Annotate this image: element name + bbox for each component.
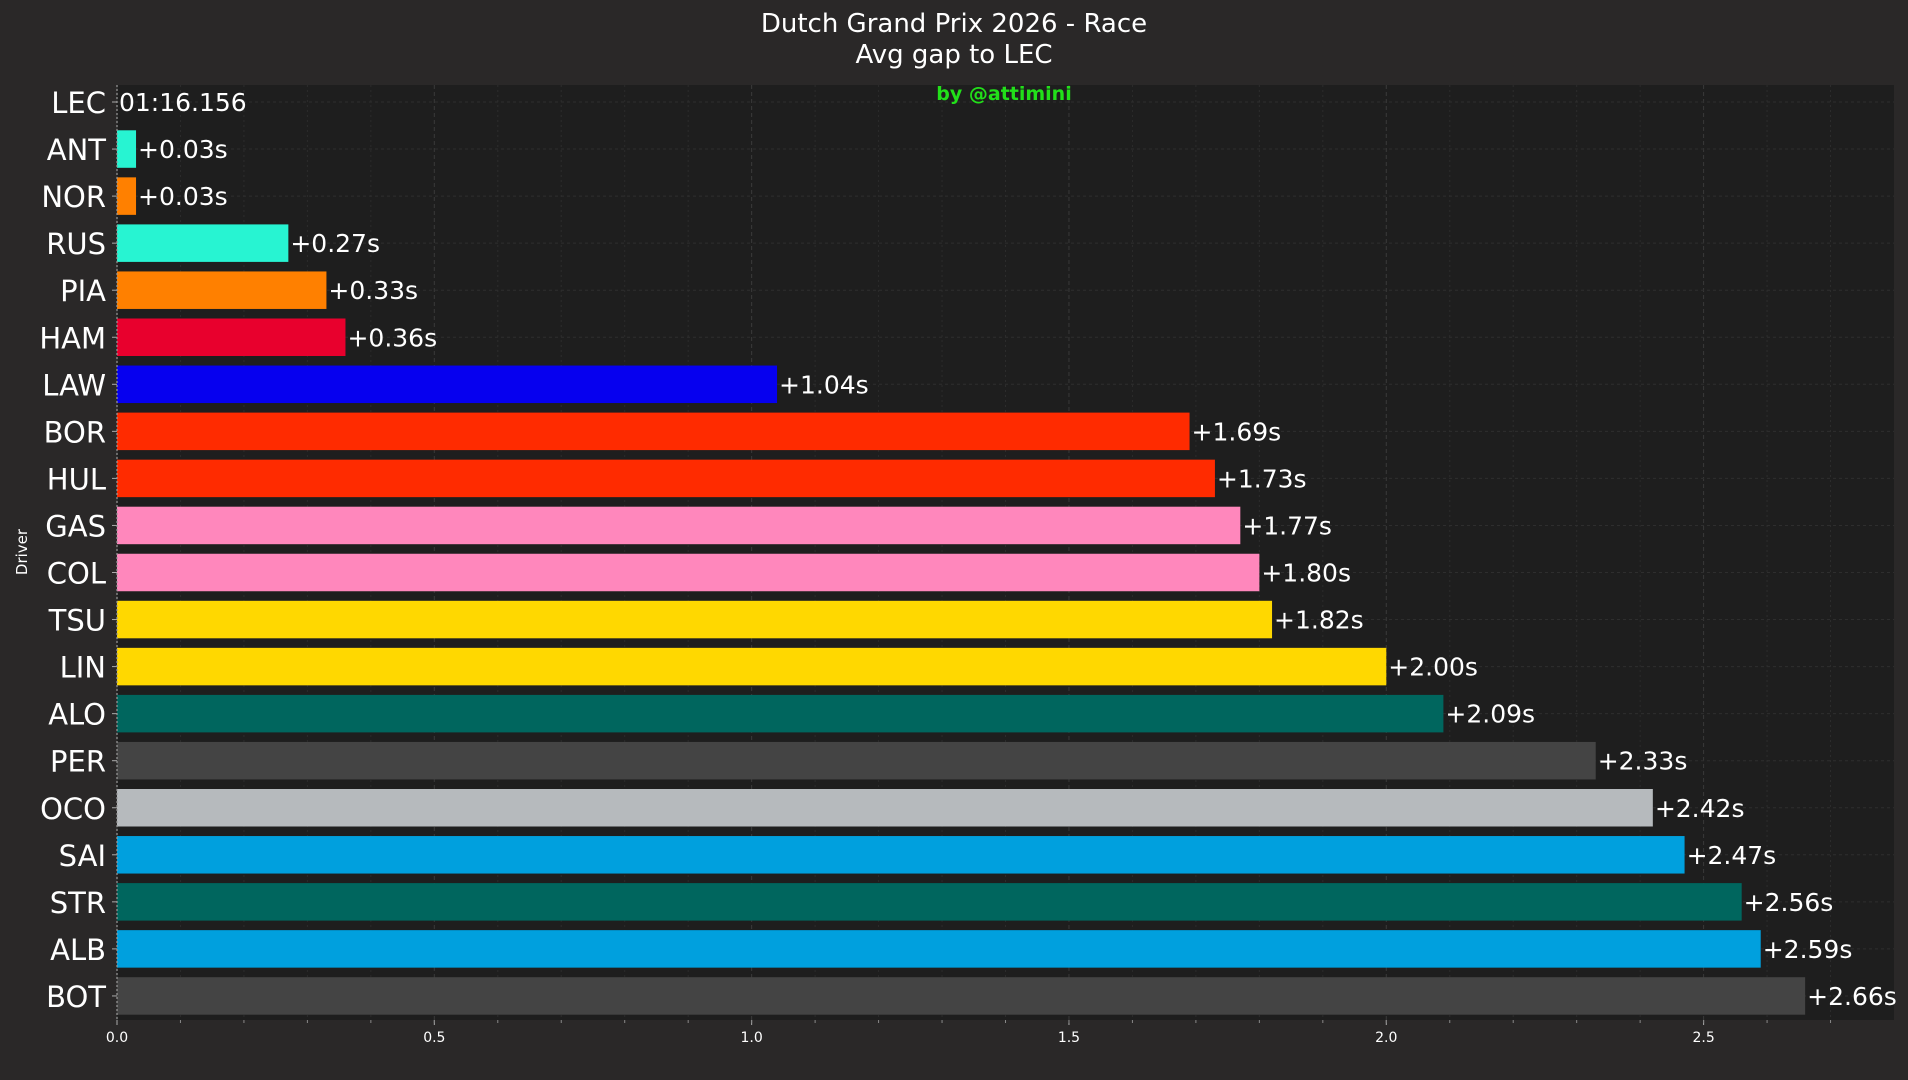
bar-nor [117,177,137,215]
bar-value-label: +2.56s [1744,888,1834,917]
y-tick-label: TSU [48,604,106,638]
bar-col [117,553,1260,592]
bar-lin [117,647,1387,686]
y-tick-label: OCO [40,792,106,826]
y-tick-label: PIA [60,274,106,308]
bar-value-label: +1.69s [1192,417,1282,446]
bar-value-label: +2.09s [1445,700,1535,729]
bar-value-label: +0.36s [347,323,437,352]
bar-value-label: +2.00s [1388,653,1478,682]
y-tick-label: HUL [47,462,106,496]
bar-str [117,883,1742,921]
y-axis-label: Driver [13,528,31,576]
y-tick-label: NOR [41,180,106,214]
bar-value-label: +1.77s [1242,511,1332,540]
bar-value-label: +0.33s [328,276,418,305]
watermark-credit: by @attimini [936,83,1072,105]
bar-value-label: +1.73s [1217,464,1307,493]
bar-gas [117,506,1241,545]
y-tick-label: HAM [39,321,106,355]
x-tick-label: 2.0 [1375,1030,1397,1046]
y-tick-label: LEC [51,86,106,120]
bar-value-label: +2.33s [1598,747,1688,776]
bar-sai [117,836,1685,874]
bar-alb [117,930,1761,968]
y-tick-label: STR [50,886,106,920]
y-tick-label: LIN [60,651,106,685]
x-tick-label: 0.5 [423,1030,445,1046]
bar-value-label: 01:16.156 [119,88,247,117]
bar-pia [117,271,327,309]
bar-value-label: +1.80s [1261,559,1351,588]
bar-value-label: +0.03s [138,135,228,164]
chart-subtitle: Avg gap to LEC [855,40,1053,70]
y-tick-label: SAI [59,839,106,873]
bar-alo [117,694,1444,733]
bar-rus [117,224,289,262]
y-tick-label: COL [47,557,106,591]
bar-bot [117,977,1806,1015]
y-tick-label: PER [50,745,106,779]
bar-value-label: +2.47s [1687,841,1777,870]
bar-hul [117,459,1215,498]
bar-value-label: +2.42s [1655,794,1745,823]
y-tick-label: BOT [46,980,106,1014]
bar-value-label: +1.04s [779,370,869,399]
bar-ham [117,318,346,356]
bar-law [117,365,778,404]
bar-tsu [117,600,1273,639]
bar-bor [117,412,1190,451]
bar-ant [117,130,137,168]
bar-value-label: +2.59s [1763,935,1853,964]
bar-value-label: +0.27s [290,229,380,258]
x-tick-label: 1.0 [741,1030,763,1046]
bar-value-label: +1.82s [1274,606,1364,635]
bar-oco [117,789,1653,827]
y-tick-label: ALB [50,933,106,967]
bar-value-label: +0.03s [138,182,228,211]
bar-per [117,741,1596,780]
y-tick-label: ALO [48,698,106,732]
y-tick-label: ANT [47,133,107,167]
y-tick-label: BOR [44,415,106,449]
x-tick-label: 0.0 [106,1030,128,1046]
chart-title: Dutch Grand Prix 2026 - Race [760,9,1148,39]
x-tick-label: 1.5 [1058,1030,1080,1046]
x-tick-label: 2.5 [1692,1030,1714,1046]
y-tick-label: GAS [45,509,106,543]
bar-value-label: +2.66s [1807,982,1897,1011]
y-tick-label: RUS [46,227,106,261]
y-tick-label: LAW [42,368,106,402]
